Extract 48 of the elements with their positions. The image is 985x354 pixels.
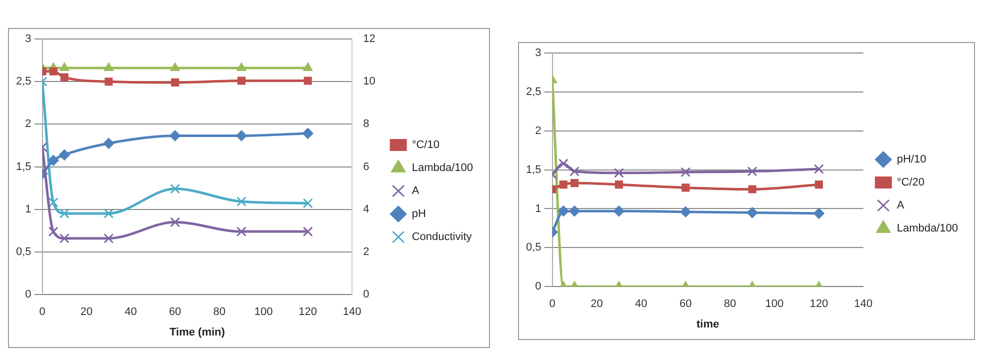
y-tick-label: 0 <box>535 280 542 293</box>
y2-tick-label: 10 <box>363 76 376 88</box>
x-tick-label: 100 <box>254 306 273 318</box>
y-tick-label: 0,5 <box>16 246 32 258</box>
legend-label: °C/10 <box>412 139 440 152</box>
x-tick-label: 120 <box>810 298 828 310</box>
legend-label: A <box>896 200 905 212</box>
y-tick-label: 2 <box>25 118 32 130</box>
legend-label: Conductivity <box>412 231 472 244</box>
x-tick-label: 80 <box>724 298 736 310</box>
y-tick-label: 2 <box>535 124 542 137</box>
legend-label: Lambda/100 <box>896 222 958 235</box>
x-tick-label: 0 <box>39 306 46 318</box>
legend-label: pH <box>412 208 426 220</box>
x-tick-label: 140 <box>342 306 362 318</box>
y-tick-label: 0,5 <box>526 242 542 254</box>
y2-tick-label: 2 <box>363 246 370 258</box>
y-tick-label: 2,5 <box>526 86 542 98</box>
x-axis-title: time <box>696 318 720 330</box>
legend-label: Lambda/100 <box>412 162 474 174</box>
y-tick-label: 3 <box>25 33 32 46</box>
x-tick-label: 100 <box>765 298 784 310</box>
y-tick-label: 3 <box>535 47 542 60</box>
x-tick-label: 40 <box>124 306 137 318</box>
y2-tick-label: 12 <box>363 33 376 46</box>
x-tick-label: 40 <box>635 298 648 310</box>
x-tick-label: 60 <box>168 306 182 318</box>
y-tick-label: 0 <box>25 288 32 301</box>
y-tick-label: 1,5 <box>16 160 32 173</box>
y-tick-label: 2,5 <box>16 76 32 88</box>
y-tick-label: 1 <box>535 202 542 215</box>
x-tick-label: 140 <box>854 298 873 310</box>
x-tick-label: 80 <box>213 306 226 318</box>
x-tick-label: 20 <box>590 298 603 310</box>
y2-tick-label: 0 <box>363 288 370 301</box>
legend-label: A <box>412 185 420 198</box>
y2-tick-label: 8 <box>363 118 370 130</box>
x-tick-label: 60 <box>679 298 692 310</box>
legend-label: pH/10 <box>896 154 926 166</box>
x-tick-label: 20 <box>80 306 93 318</box>
legend-label: °C/20 <box>896 176 924 189</box>
y-tick-label: 1,5 <box>526 164 542 176</box>
y-tick-label: 1 <box>25 203 32 216</box>
y2-tick-label: 6 <box>363 160 370 173</box>
x-tick-label: 0 <box>549 298 556 310</box>
x-tick-label: 120 <box>298 306 318 318</box>
y2-tick-label: 4 <box>363 203 370 216</box>
x-axis-title: Time (min) <box>169 326 226 338</box>
